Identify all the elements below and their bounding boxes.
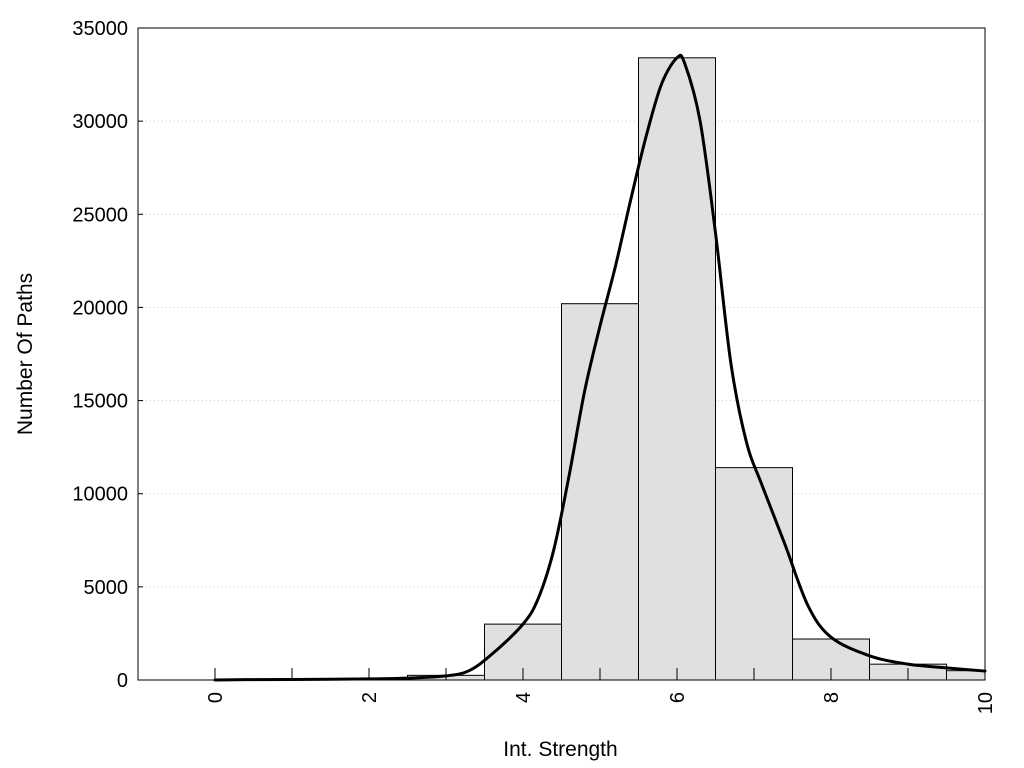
histogram-bar-6 [638,57,716,681]
x-axis-ticks: 0 2 4 6 8 10 [205,668,997,714]
x-tick-label-3: 6 [667,692,689,703]
histogram-bar-5 [561,303,639,681]
density-curve [213,53,987,682]
y-tick-label-7: 35000 [72,18,128,40]
histogram-bar-7 [715,467,793,681]
y-tick-label-0: 0 [117,670,128,692]
x-tick-label-2: 4 [513,692,535,703]
y-tick-label-2: 10000 [72,484,128,506]
x-tick-label-1: 2 [359,692,381,703]
y-axis-label: Number Of Paths [14,273,37,435]
histogram-bars [253,57,986,681]
x-tick-label-0: 0 [205,692,227,703]
y-tick-label-4: 20000 [72,297,128,319]
y-tick-label-1: 5000 [84,577,129,599]
plot-frame [137,27,986,681]
x-tick-label-4: 8 [821,692,843,703]
x-tick-label-5: 10 [975,692,997,714]
x-axis-label: Int. Strength [503,738,617,761]
y-tick-label-3: 15000 [72,391,128,413]
y-tick-label-5: 25000 [72,204,128,226]
y-axis-ticks: 0 5000 10000 15000 20000 25000 30000 35000 [72,18,143,692]
y-tick-label-6: 30000 [72,111,128,133]
